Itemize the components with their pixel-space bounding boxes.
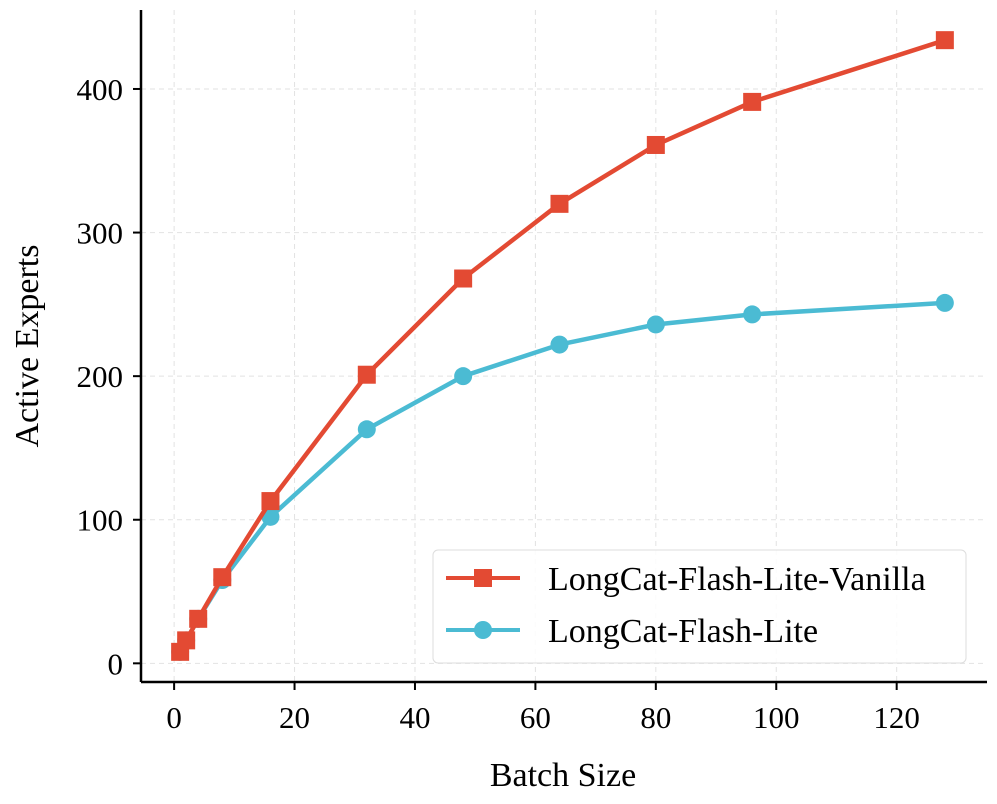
data-point-circle	[550, 335, 569, 354]
legend-label-vanilla: LongCat-Flash-Lite-Vanilla	[548, 561, 926, 598]
legend: LongCat-Flash-Lite-Vanilla LongCat-Flash…	[432, 549, 967, 664]
data-point-square	[177, 631, 196, 650]
data-point-square	[213, 568, 232, 587]
x-tick-label: 20	[279, 700, 310, 735]
x-tick-label: 80	[640, 700, 671, 735]
y-tick-label: 0	[108, 646, 124, 681]
data-point-square	[646, 135, 665, 154]
x-axis-title: Batch Size	[490, 757, 636, 794]
x-tick-label: 0	[166, 700, 182, 735]
legend-entry-lite: LongCat-Flash-Lite	[446, 613, 818, 650]
axes	[133, 10, 987, 690]
legend-box	[432, 549, 967, 664]
series-group	[171, 31, 954, 661]
series-vanilla	[171, 31, 954, 661]
y-tick-label: 400	[77, 72, 124, 107]
x-tick-label: 60	[520, 700, 551, 735]
y-tick-label: 300	[77, 216, 124, 251]
legend-marker-square	[474, 569, 492, 587]
data-point-square	[454, 269, 473, 288]
grid-lines	[141, 10, 987, 682]
x-tick-label: 40	[399, 700, 430, 735]
data-point-circle	[357, 420, 376, 439]
tick-labels: 0 20 40 60 80 100 120 0 100 200 300 400	[77, 72, 920, 735]
y-tick-label: 200	[77, 359, 124, 394]
data-point-circle	[454, 367, 473, 386]
data-point-circle	[743, 305, 762, 324]
legend-marker-circle	[474, 621, 492, 639]
data-point-square	[743, 92, 762, 111]
legend-label-lite: LongCat-Flash-Lite	[548, 613, 818, 650]
data-point-square	[935, 31, 954, 50]
y-tick-label: 100	[77, 503, 124, 538]
legend-entry-vanilla: LongCat-Flash-Lite-Vanilla	[446, 561, 926, 598]
data-point-circle	[935, 293, 954, 312]
data-point-square	[550, 194, 569, 213]
data-point-square	[357, 365, 376, 384]
data-point-square	[189, 609, 208, 628]
y-axis-title: Active Experts	[9, 245, 46, 448]
x-tick-label: 100	[753, 700, 800, 735]
x-tick-label: 120	[873, 700, 920, 735]
data-point-square	[261, 492, 280, 511]
data-point-circle	[646, 315, 665, 334]
